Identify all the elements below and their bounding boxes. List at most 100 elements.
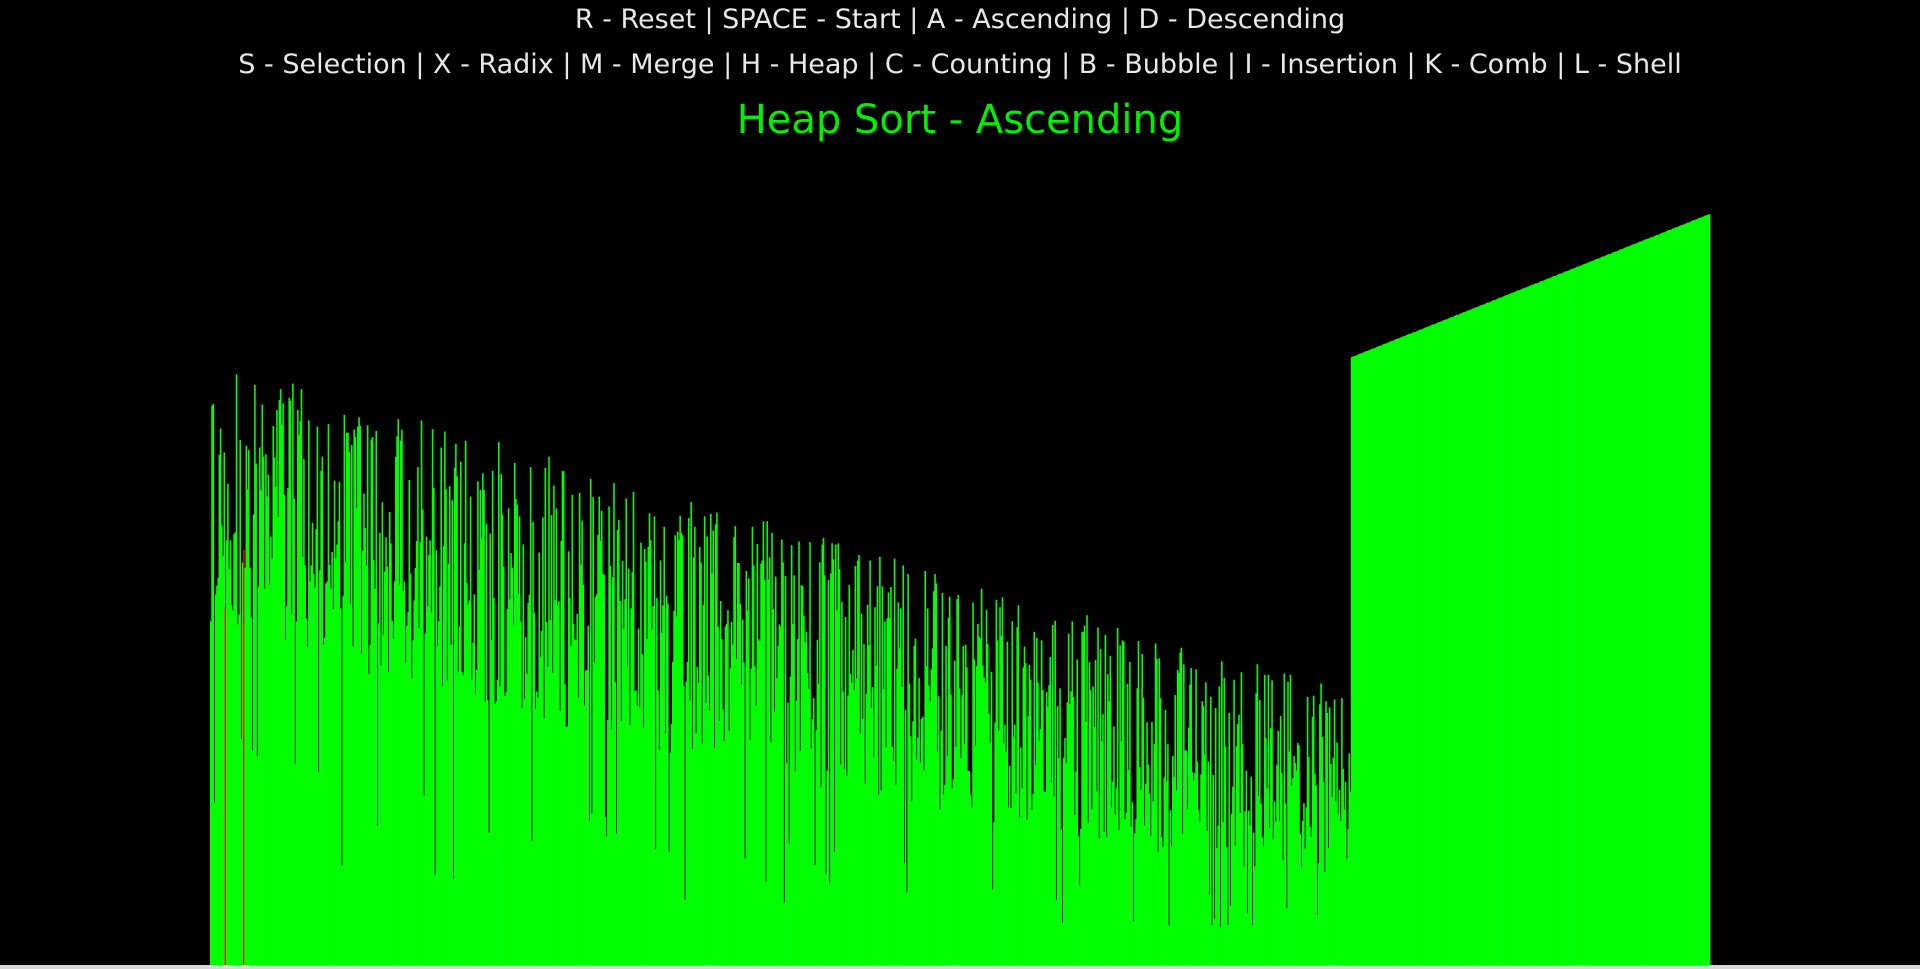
- sorted-bar: [1675, 227, 1678, 966]
- heap-bar: [382, 634, 385, 966]
- sorted-bar: [1602, 256, 1604, 966]
- heap-bar: [524, 637, 527, 966]
- sorted-bar: [1589, 261, 1592, 966]
- sorted-bar: [1457, 314, 1460, 966]
- heap-bar: [1244, 811, 1246, 966]
- heap-bar: [691, 749, 694, 966]
- heap-bar: [909, 736, 912, 966]
- heap-bar: [1012, 736, 1015, 966]
- heap-bar: [417, 467, 419, 966]
- sorted-bar: [1660, 233, 1663, 967]
- heap-bar: [570, 645, 572, 966]
- heap-bar: [1039, 728, 1042, 966]
- heap-bar: [494, 703, 496, 966]
- heap-bar: [1256, 664, 1259, 966]
- heap-bar: [648, 513, 651, 966]
- heap-bar: [952, 779, 955, 966]
- sorted-bar: [1700, 217, 1702, 966]
- heap-bar: [277, 516, 279, 966]
- sorted-bar: [1586, 263, 1588, 966]
- heap-bar: [368, 674, 370, 966]
- heap-bar: [1020, 747, 1022, 966]
- sorted-bar: [1687, 222, 1690, 967]
- heap-bar: [513, 462, 516, 966]
- heap-bar: [1190, 668, 1192, 966]
- heap-bar: [652, 605, 654, 966]
- heap-bar: [448, 486, 451, 966]
- sorted-bar: [1591, 261, 1593, 966]
- heap-bar: [962, 645, 965, 966]
- heap-bar: [986, 644, 989, 966]
- heap-bar: [1195, 669, 1197, 966]
- heap-bar: [1322, 781, 1325, 966]
- sorted-bar: [1368, 350, 1370, 966]
- heap-bar: [288, 397, 291, 966]
- sorted-bar: [1433, 324, 1435, 967]
- sorted-bar: [1624, 247, 1626, 967]
- heap-bar: [1088, 661, 1091, 966]
- heap-bar: [509, 599, 511, 966]
- sorted-bar: [1363, 352, 1365, 966]
- heap-bar: [355, 508, 358, 966]
- heap-bar: [425, 536, 428, 966]
- sorted-bar: [1381, 344, 1384, 966]
- heap-bar: [897, 602, 900, 966]
- heap-bar: [559, 711, 561, 966]
- heap-bar: [747, 578, 750, 966]
- heap-bar: [683, 685, 685, 966]
- heap-bar: [1217, 825, 1219, 966]
- sorted-bar: [1467, 310, 1469, 967]
- heap-bar: [592, 497, 594, 966]
- sorted-bar: [1583, 263, 1586, 966]
- heap-bar: [846, 776, 848, 966]
- heap-bar: [722, 709, 724, 966]
- heap-bar: [480, 538, 483, 966]
- heap-bar: [884, 621, 886, 966]
- sorted-bar: [1658, 234, 1661, 966]
- heap-bar: [1071, 621, 1074, 966]
- heap-bar: [703, 516, 706, 966]
- heap-bar: [660, 633, 663, 966]
- heap-bar: [230, 604, 233, 966]
- heap-bar: [1130, 826, 1132, 966]
- sorted-bar: [1629, 245, 1631, 966]
- sorted-bar: [1556, 274, 1559, 966]
- heap-bar: [594, 596, 597, 966]
- sorted-bar: [1535, 283, 1538, 966]
- heap-bar: [974, 745, 977, 966]
- sorted-bar: [1425, 327, 1428, 966]
- heap-bar: [386, 566, 389, 966]
- heap-bar: [605, 836, 608, 966]
- heap-bar: [385, 537, 387, 966]
- heap-bar: [262, 456, 265, 966]
- heap-bar: [534, 708, 537, 966]
- sorted-bar: [1636, 242, 1639, 966]
- heap-bar: [245, 445, 248, 966]
- heap-bar: [221, 525, 223, 966]
- sorted-bar: [1534, 283, 1537, 966]
- heap-bar: [651, 629, 653, 966]
- heap-bar: [413, 600, 416, 966]
- sorted-bar: [1495, 299, 1498, 966]
- heap-bar: [827, 580, 830, 966]
- heap-bar: [757, 639, 760, 966]
- heap-bar: [819, 562, 821, 966]
- heap-bar: [251, 750, 254, 966]
- heap-bar: [672, 661, 674, 966]
- sorted-bar: [1395, 339, 1397, 967]
- heap-bar: [960, 758, 962, 966]
- heap-bar: [766, 521, 768, 966]
- heap-bar: [548, 456, 550, 966]
- heap-bar: [460, 461, 462, 966]
- heap-bar: [997, 730, 1000, 966]
- heap-bar: [1236, 723, 1239, 966]
- heap-bar: [1305, 807, 1308, 966]
- heap-bar: [543, 718, 545, 966]
- heap-bar: [273, 457, 276, 966]
- sorted-bar: [1415, 331, 1418, 967]
- heap-bar: [828, 883, 831, 966]
- heap-bar: [1252, 832, 1255, 966]
- sorted-bar: [1466, 311, 1468, 966]
- heap-bar: [1300, 867, 1303, 966]
- heap-bar: [1176, 669, 1179, 966]
